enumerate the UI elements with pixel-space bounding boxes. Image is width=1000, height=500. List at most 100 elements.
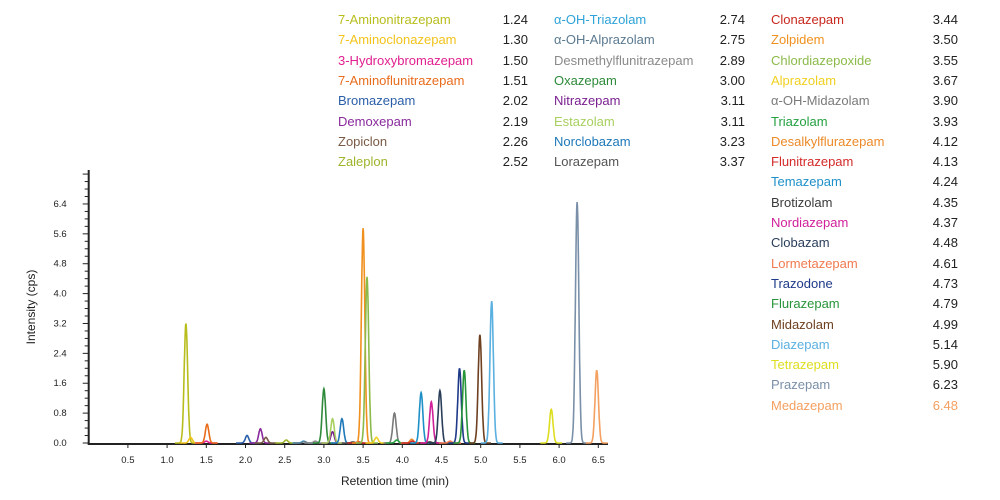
legend-entry-retention-time: 4.73 — [932, 275, 958, 291]
x-tick-label: 5.0 — [474, 455, 487, 466]
legend-entry-retention-time: 1.24 — [502, 12, 528, 27]
x-tick-label: 1.0 — [160, 455, 173, 466]
legend-entry-name: Zolpidem — [771, 32, 825, 48]
peak-trace-26 — [420, 399, 443, 444]
legend-entry-retention-time: 3.67 — [932, 72, 958, 88]
legend-entry-retention-time: 2.52 — [502, 154, 528, 170]
legend-entry-retention-time: 3.50 — [932, 32, 958, 48]
y-tick-label: 4.8 — [53, 259, 66, 270]
legend-entry-retention-time: 1.50 — [502, 52, 528, 68]
legend-entry-retention-time: 3.11 — [720, 93, 745, 109]
legend-entry-retention-time: 4.99 — [932, 316, 958, 332]
legend-entry-retention-time: 3.11 — [720, 113, 745, 129]
legend-entry-name: Temazepam — [771, 174, 842, 190]
legend-entry-retention-time: 6.23 — [932, 377, 958, 393]
legend-entry-name: 3-Hydroxybromazepam — [338, 52, 474, 68]
peak-trace-32 — [480, 300, 503, 444]
legend-entry-name: Brotizolam — [771, 194, 833, 210]
peak-trace-0 — [174, 323, 197, 444]
x-axis-label: Retention time (min) — [341, 474, 449, 488]
x-tick-label: 1.5 — [200, 455, 213, 466]
x-tick-label: 3.0 — [317, 455, 330, 466]
legend-entry-retention-time: 3.55 — [932, 52, 958, 68]
peak-trace-33 — [540, 408, 563, 444]
peak-trace-4 — [236, 434, 258, 444]
legend-entry-retention-time: 4.12 — [932, 133, 958, 149]
legend-entry-retention-time: 6.48 — [932, 397, 958, 413]
legend-entry-name: Nitrazepam — [554, 93, 621, 109]
legend-entry-name: Triazolam — [771, 113, 828, 129]
legend-entry-name: Zopiclon — [338, 133, 388, 149]
x-tick-label: 6.0 — [552, 455, 565, 466]
x-tick-label: 4.5 — [435, 455, 448, 466]
legend-entry-name: Diazepam — [771, 336, 830, 352]
peak-trace-29 — [448, 368, 471, 444]
legend-entry-retention-time: 4.24 — [932, 174, 958, 190]
legend-entry-name: Lormetazepam — [771, 255, 858, 271]
legend-entry-name: 7-Aminoclonazepam — [338, 32, 457, 48]
legend-entry-name: Nordiazepam — [771, 215, 849, 230]
y-tick-label: 4.0 — [53, 289, 66, 300]
y-axis-label: Intensity (cps) — [24, 270, 38, 345]
peak-trace-3 — [196, 423, 218, 444]
y-tick-label: 2.4 — [53, 348, 66, 359]
legend-entry-name: Prazepam — [771, 377, 831, 393]
y-tick-label: 0.8 — [53, 408, 66, 419]
x-tick-label: 2.5 — [278, 455, 291, 466]
legend-entry-retention-time: 2.02 — [502, 93, 528, 109]
x-tick-label: 4.0 — [396, 455, 409, 466]
y-tick-label: 3.2 — [53, 318, 66, 329]
legend-entry-name: Clonazepam — [771, 12, 844, 27]
legend-entry-retention-time: 2.74 — [719, 12, 745, 27]
x-tick-label: 0.5 — [121, 455, 134, 466]
legend-entry-name: Estazolam — [554, 113, 615, 129]
y-tick-label: 1.6 — [53, 378, 66, 389]
legend-entry-name: α-OH-Triazolam — [554, 12, 647, 27]
legend-entry-retention-time: 4.61 — [932, 255, 958, 271]
legend-entry-name: Flunitrazepam — [771, 154, 854, 170]
y-tick-label: 6.4 — [53, 199, 66, 210]
legend-entry-name: Flurazepam — [771, 296, 840, 312]
legend-entry-name: Desalkylflurazepam — [771, 133, 885, 149]
legend-entry-name: Tetrazepam — [771, 357, 839, 373]
legend-entry-retention-time: 2.89 — [719, 52, 745, 68]
legend-entry-name: Medazepam — [771, 397, 843, 413]
legend-entry-retention-time: 3.90 — [932, 93, 958, 109]
legend-entry-retention-time: 1.51 — [502, 72, 528, 88]
legend-entry-retention-time: 4.35 — [932, 194, 958, 210]
legend-entry-name: Trazodone — [771, 275, 833, 291]
legend-entry-name: Desmethylflunitrazepam — [554, 52, 694, 68]
peak-trace-20 — [383, 411, 406, 444]
peak-trace-13 — [321, 417, 344, 444]
legend-entry-retention-time: 2.19 — [502, 113, 528, 129]
legend-entry-retention-time: 4.13 — [932, 154, 958, 170]
legend-entry-name: Zaleplon — [338, 154, 388, 170]
legend-entry-retention-time: 4.48 — [932, 235, 958, 251]
x-tick-label: 5.5 — [513, 455, 526, 466]
legend-entry-retention-time: 3.37 — [719, 154, 745, 170]
legend-entry-name: Clobazam — [771, 235, 830, 251]
peak-trace-6 — [254, 436, 277, 444]
peak-trace-35 — [585, 370, 608, 444]
legend-entry-retention-time: 3.00 — [719, 72, 745, 88]
legend-entry-name: Norclobazam — [554, 133, 631, 149]
legend-entry-retention-time: 5.14 — [932, 336, 958, 352]
legend-entry-name: Bromazepam — [338, 93, 416, 109]
legend-entry-name: Chlordiazepoxide — [771, 52, 872, 68]
legend-entry-retention-time: 1.30 — [502, 32, 528, 48]
peak-trace-18 — [356, 276, 378, 444]
legend-entry-retention-time: 4.79 — [932, 296, 958, 312]
y-tick-label: 0.0 — [53, 438, 66, 449]
legend-entry-retention-time: 4.37 — [932, 215, 958, 230]
peak-trace-5 — [249, 427, 272, 444]
legend-entry-name: Oxazepam — [554, 72, 617, 88]
x-tick-label: 3.5 — [356, 455, 369, 466]
legend-entry-retention-time: 3.93 — [932, 113, 958, 129]
x-tick-label: 6.5 — [592, 455, 605, 466]
legend-entry-retention-time: 5.90 — [932, 357, 958, 373]
legend-entry-name: 7-Aminoflunitrazepam — [338, 72, 465, 88]
x-tick-label: 2.0 — [239, 455, 252, 466]
legend-entry-name: α-OH-Midazolam — [771, 93, 870, 109]
peak-trace-34 — [566, 202, 589, 444]
